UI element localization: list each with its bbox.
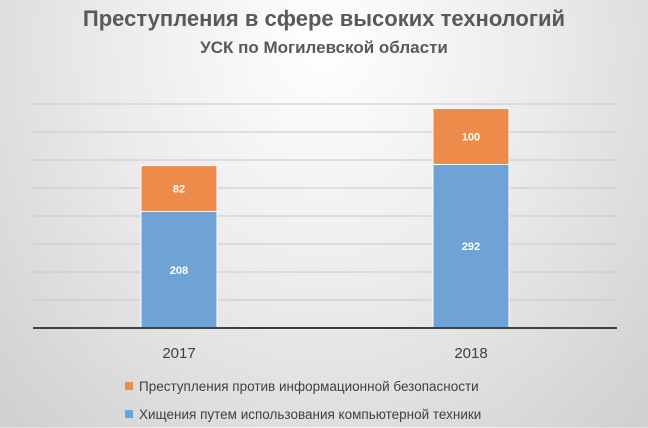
legend-swatch xyxy=(125,410,133,418)
legend-label: Преступления против информационной безоп… xyxy=(139,378,479,394)
chart-subtitle: УСК по Могилевской области xyxy=(200,38,448,57)
legend-item-theft: Хищения путем использования компьютерной… xyxy=(125,400,481,428)
data-label: 292 xyxy=(462,241,480,253)
legend-item-security: Преступления против информационной безоп… xyxy=(125,372,481,400)
x-tick-label: 2017 xyxy=(162,345,195,362)
legend-swatch xyxy=(125,382,133,390)
legend: Преступления против информационной безоп… xyxy=(125,372,481,428)
data-label: 208 xyxy=(170,265,188,277)
data-label: 100 xyxy=(462,131,480,143)
bar-segment xyxy=(140,165,218,213)
x-tick-label: 2018 xyxy=(454,345,487,362)
data-label: 82 xyxy=(173,184,185,196)
bar-segment xyxy=(432,107,510,165)
bar-segment xyxy=(432,163,510,329)
bar-segment xyxy=(140,211,218,329)
chart-title: Преступления в сфере высоких технологий xyxy=(82,6,566,31)
legend-label: Хищения путем использования компьютерной… xyxy=(139,406,482,422)
